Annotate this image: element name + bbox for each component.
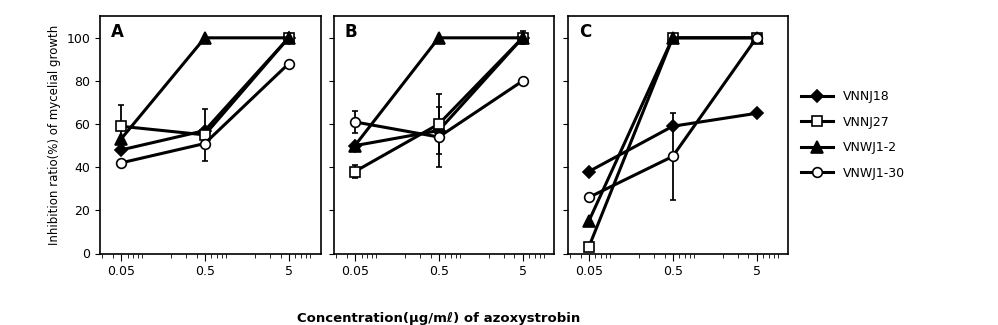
Text: A: A (111, 23, 124, 41)
Text: C: C (579, 23, 591, 41)
Text: Concentration(µg/mℓ) of azoxystrobin: Concentration(µg/mℓ) of azoxystrobin (297, 312, 581, 325)
Y-axis label: Inhibition ratio(%) of mycelial growth: Inhibition ratio(%) of mycelial growth (48, 25, 61, 245)
Text: B: B (344, 23, 357, 41)
Legend: VNNJ18, VNNJ27, VNWJ1-2, VNWJ1-30: VNNJ18, VNNJ27, VNWJ1-2, VNWJ1-30 (801, 90, 904, 180)
